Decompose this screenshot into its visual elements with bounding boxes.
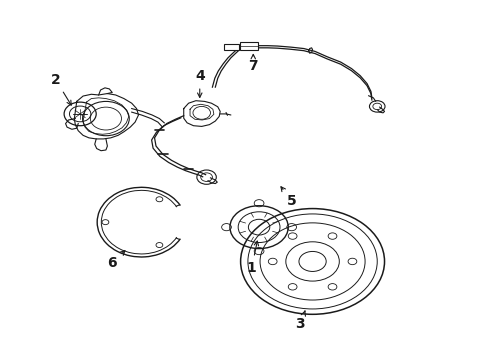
Text: 1: 1: [246, 241, 258, 275]
Bar: [239, 42, 258, 50]
Text: 2: 2: [51, 73, 71, 105]
Bar: [224, 44, 238, 50]
Text: 3: 3: [295, 311, 305, 330]
Text: 5: 5: [281, 187, 296, 208]
Text: 6: 6: [107, 251, 124, 270]
Text: 7: 7: [248, 54, 258, 73]
Text: 4: 4: [195, 69, 204, 98]
